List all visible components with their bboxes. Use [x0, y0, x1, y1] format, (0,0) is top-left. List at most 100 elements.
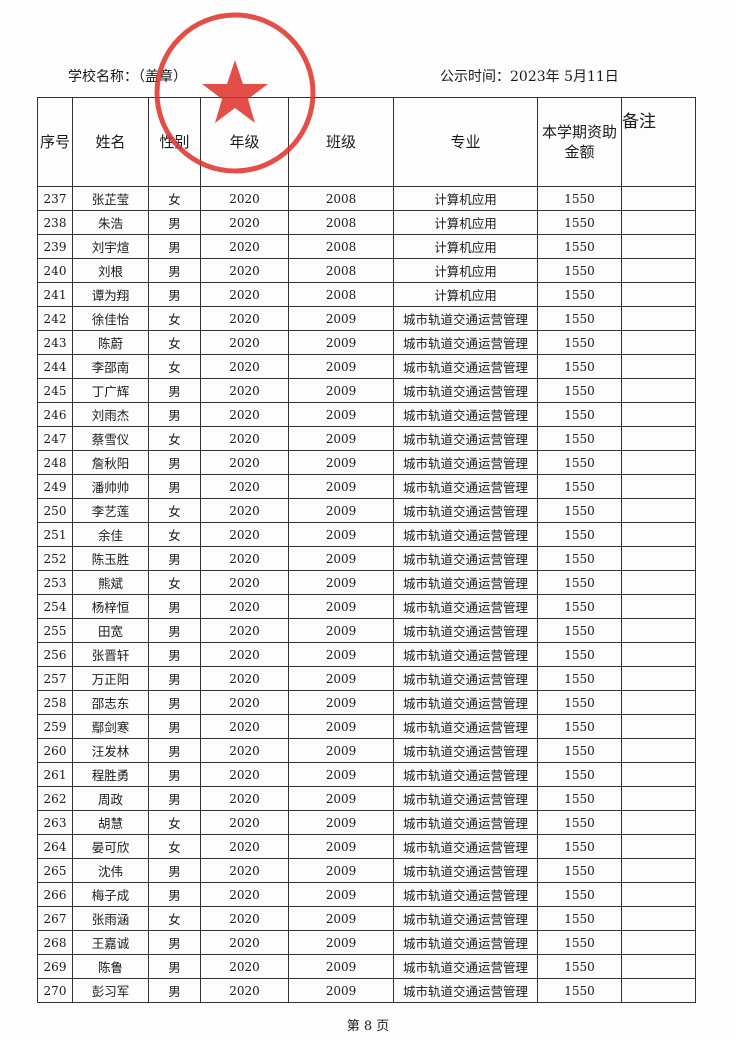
cell-seq: 244: [37, 354, 73, 379]
cell-remark: [621, 642, 696, 667]
table-row: 258 邵志东男 2020 2009 城市轨道交通运营管理 1550: [37, 690, 696, 715]
cell-name: 熊斌: [72, 570, 149, 595]
cell-name: 徐佳怡: [72, 306, 149, 331]
cell-remark: [621, 354, 696, 379]
cell-remark: [621, 330, 696, 355]
cell-amount: 1550: [537, 762, 622, 787]
cell-name: 李艺莲: [72, 498, 149, 523]
cell-major: 城市轨道交通运营管理: [393, 546, 538, 571]
cell-amount: 1550: [537, 954, 622, 979]
cell-seq: 256: [37, 642, 73, 667]
table-row: 264 晏可欣女 2020 2009 城市轨道交通运营管理 1550: [37, 834, 696, 859]
cell-remark: [621, 858, 696, 883]
cell-major: 城市轨道交通运营管理: [393, 930, 538, 955]
cell-remark: [621, 210, 696, 235]
cell-class: 2008: [288, 186, 394, 211]
cell-name: 万正阳: [72, 666, 149, 691]
table-row: 237 张芷莹女 2020 2008 计算机应用 1550: [37, 186, 696, 211]
cell-major: 计算机应用: [393, 210, 538, 235]
cell-name: 杨梓恒: [72, 594, 149, 619]
cell-amount: 1550: [537, 690, 622, 715]
cell-remark: [621, 954, 696, 979]
cell-class: 2009: [288, 450, 394, 475]
cell-remark: [621, 882, 696, 907]
cell-remark: [621, 690, 696, 715]
cell-gender: 男: [148, 234, 201, 259]
cell-major: 城市轨道交通运营管理: [393, 786, 538, 811]
cell-gender: 男: [148, 258, 201, 283]
table-row: 269 陈鲁男 2020 2009 城市轨道交通运营管理 1550: [37, 954, 696, 979]
column-header-major: 专业: [393, 97, 538, 187]
cell-major: 城市轨道交通运营管理: [393, 954, 538, 979]
cell-grade: 2020: [200, 738, 289, 763]
cell-gender: 男: [148, 210, 201, 235]
cell-amount: 1550: [537, 738, 622, 763]
cell-name: 沈伟: [72, 858, 149, 883]
cell-seq: 262: [37, 786, 73, 811]
cell-seq: 242: [37, 306, 73, 331]
cell-remark: [621, 666, 696, 691]
cell-name: 邵志东: [72, 690, 149, 715]
table-row: 252 陈玉胜男 2020 2009 城市轨道交通运营管理 1550: [37, 546, 696, 571]
cell-gender: 男: [148, 786, 201, 811]
cell-seq: 237: [37, 186, 73, 211]
cell-remark: [621, 810, 696, 835]
cell-grade: 2020: [200, 954, 289, 979]
cell-seq: 260: [37, 738, 73, 763]
table-header-row: 序号 姓名 性别 年级 班级 专业 本学期资助 金额 备注: [37, 97, 696, 187]
cell-seq: 246: [37, 402, 73, 427]
cell-name: 程胜勇: [72, 762, 149, 787]
cell-class: 2009: [288, 474, 394, 499]
cell-class: 2009: [288, 354, 394, 379]
cell-remark: [621, 738, 696, 763]
cell-seq: 238: [37, 210, 73, 235]
cell-class: 2009: [288, 738, 394, 763]
cell-major: 城市轨道交通运营管理: [393, 858, 538, 883]
cell-remark: [621, 282, 696, 307]
cell-remark: [621, 978, 696, 1003]
table-row: 251 余佳女 2020 2009 城市轨道交通运营管理 1550: [37, 522, 696, 547]
cell-class: 2009: [288, 882, 394, 907]
cell-amount: 1550: [537, 522, 622, 547]
cell-name: 陈蔚: [72, 330, 149, 355]
cell-grade: 2020: [200, 762, 289, 787]
table-row: 243 陈蔚女 2020 2009 城市轨道交通运营管理 1550: [37, 330, 696, 355]
cell-remark: [621, 306, 696, 331]
cell-name: 周政: [72, 786, 149, 811]
cell-grade: 2020: [200, 234, 289, 259]
cell-gender: 女: [148, 522, 201, 547]
cell-amount: 1550: [537, 354, 622, 379]
cell-seq: 254: [37, 594, 73, 619]
cell-class: 2009: [288, 906, 394, 931]
cell-major: 城市轨道交通运营管理: [393, 498, 538, 523]
cell-gender: 女: [148, 498, 201, 523]
cell-amount: 1550: [537, 642, 622, 667]
cell-grade: 2020: [200, 618, 289, 643]
table-row: 249 潘帅帅男 2020 2009 城市轨道交通运营管理 1550: [37, 474, 696, 499]
cell-amount: 1550: [537, 810, 622, 835]
cell-major: 计算机应用: [393, 234, 538, 259]
cell-gender: 男: [148, 954, 201, 979]
table-body: 237 张芷莹女 2020 2008 计算机应用 1550 238 朱浩男 2020 2008 计算…: [37, 186, 696, 1003]
cell-seq: 261: [37, 762, 73, 787]
cell-class: 2009: [288, 378, 394, 403]
cell-name: 彭习军: [72, 978, 149, 1003]
table-row: 260 汪发林男 2020 2009 城市轨道交通运营管理 1550: [37, 738, 696, 763]
cell-major: 城市轨道交通运营管理: [393, 882, 538, 907]
cell-class: 2009: [288, 594, 394, 619]
cell-class: 2009: [288, 618, 394, 643]
table-row: 242 徐佳怡女 2020 2009 城市轨道交通运营管理 1550: [37, 306, 696, 331]
cell-seq: 251: [37, 522, 73, 547]
cell-class: 2009: [288, 666, 394, 691]
cell-grade: 2020: [200, 258, 289, 283]
cell-remark: [621, 474, 696, 499]
cell-class: 2009: [288, 762, 394, 787]
cell-grade: 2020: [200, 906, 289, 931]
cell-class: 2009: [288, 810, 394, 835]
cell-name: 刘雨杰: [72, 402, 149, 427]
cell-major: 城市轨道交通运营管理: [393, 402, 538, 427]
cell-grade: 2020: [200, 378, 289, 403]
cell-seq: 247: [37, 426, 73, 451]
cell-class: 2008: [288, 234, 394, 259]
